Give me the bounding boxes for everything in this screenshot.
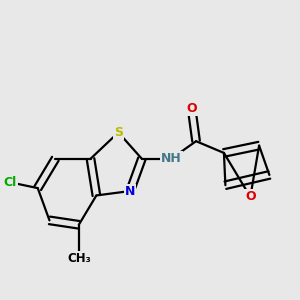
Text: NH: NH	[161, 152, 182, 165]
Text: Cl: Cl	[3, 176, 16, 189]
Text: O: O	[186, 103, 197, 116]
Text: N: N	[125, 184, 135, 197]
Text: CH₃: CH₃	[67, 252, 91, 265]
Text: O: O	[245, 190, 256, 203]
Text: S: S	[114, 126, 123, 139]
